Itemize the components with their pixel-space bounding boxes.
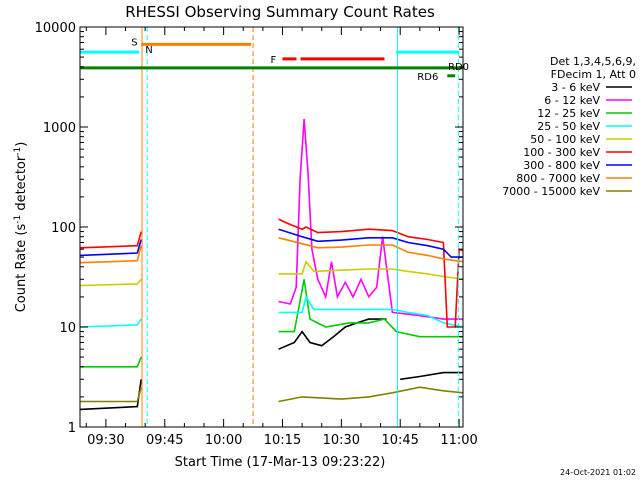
- series-5-segment-1: [278, 218, 463, 328]
- series-6-segment-0: [80, 239, 142, 257]
- legend-label-0: 3 - 6 keV: [551, 81, 600, 94]
- x-tick-label-6: 11:00: [440, 433, 477, 448]
- y-tick-label-4: 10000: [35, 21, 76, 36]
- legend-label-3: 25 - 50 keV: [537, 120, 600, 133]
- x-tick-label-2: 10:00: [205, 433, 242, 448]
- x-tick-label-3: 10:15: [264, 433, 301, 448]
- legend-label-4: 50 - 100 keV: [530, 133, 600, 146]
- series-7-segment-0: [80, 245, 142, 264]
- y-axis: 1 10 100 1000 10000: [35, 21, 463, 436]
- series-4: [80, 260, 463, 287]
- legend-label-1: 6 - 12 keV: [544, 94, 600, 107]
- x-tick-label-4: 10:30: [323, 433, 360, 448]
- series-5: [80, 218, 463, 328]
- series-2-segment-0: [80, 356, 142, 368]
- series-6-segment-1: [278, 228, 463, 258]
- annotation-layer: SN F RD0 RD6: [79, 27, 469, 427]
- y-tick-label-1: 10: [59, 321, 76, 336]
- series-0: [80, 318, 463, 411]
- series-0-segment-1: [278, 318, 387, 350]
- series-8: [80, 386, 463, 403]
- x-tick-label-5: 10:45: [381, 433, 418, 448]
- series-3-segment-1: [278, 294, 463, 328]
- y-axis-label: Count Rate (s-1 detector-1): [13, 142, 29, 313]
- y-tick-label-2: 100: [51, 221, 76, 236]
- x-axis: 09:30 09:45 10:00 10:15 10:30 10:45 11:00: [85, 27, 478, 448]
- series-0-segment-2: [400, 371, 463, 381]
- series-8-segment-1: [278, 386, 463, 403]
- x-tick-label-1: 09:45: [146, 433, 183, 448]
- x-axis-label: Start Time (17-Mar-13 09:23:22): [175, 455, 386, 470]
- legend: Det 1,3,4,5,6,9, FDecim 1, Att 0 3 - 6 k…: [502, 55, 636, 198]
- legend-label-5: 100 - 300 keV: [523, 146, 600, 159]
- flag-rd0-label: RD0: [448, 62, 469, 73]
- series-5-segment-0: [80, 231, 142, 249]
- series-7: [80, 237, 463, 264]
- legend-header-line-1: Det 1,3,4,5,6,9,: [550, 55, 636, 68]
- legend-label-6: 300 - 800 keV: [523, 159, 600, 172]
- series-3-segment-0: [80, 318, 142, 328]
- y-tick-label-0: 1: [68, 421, 76, 436]
- series-6: [80, 228, 463, 258]
- series-1-segment-0: [278, 119, 463, 320]
- x-tick-label-0: 09:30: [87, 433, 124, 448]
- series-1: [278, 119, 463, 320]
- y-tick-label-3: 1000: [43, 121, 76, 136]
- series-4-segment-1: [278, 260, 463, 281]
- data-layer: [80, 119, 463, 411]
- legend-label-2: 12 - 25 keV: [537, 107, 600, 120]
- series-0-segment-0: [80, 379, 142, 411]
- legend-label-8: 7000 - 15000 keV: [502, 185, 600, 198]
- flag-f-label: F: [270, 55, 276, 66]
- legend-label-7: 800 - 7000 keV: [516, 172, 600, 185]
- series-2: [80, 279, 463, 368]
- legend-header-line-2: FDecim 1, Att 0: [551, 68, 636, 81]
- chart-title: RHESSI Observing Summary Count Rates: [125, 3, 435, 21]
- series-8-segment-0: [80, 386, 142, 403]
- footer-date: 24-Oct-2021 01:02: [560, 468, 636, 477]
- series-2-segment-1: [278, 279, 463, 338]
- flag-rd6-label: RD6: [417, 72, 438, 83]
- series-4-segment-0: [80, 278, 142, 287]
- flag-s-label: S: [131, 37, 137, 48]
- series-7-segment-1: [278, 237, 463, 263]
- series-3: [80, 294, 463, 328]
- flag-n-label: N: [145, 45, 152, 56]
